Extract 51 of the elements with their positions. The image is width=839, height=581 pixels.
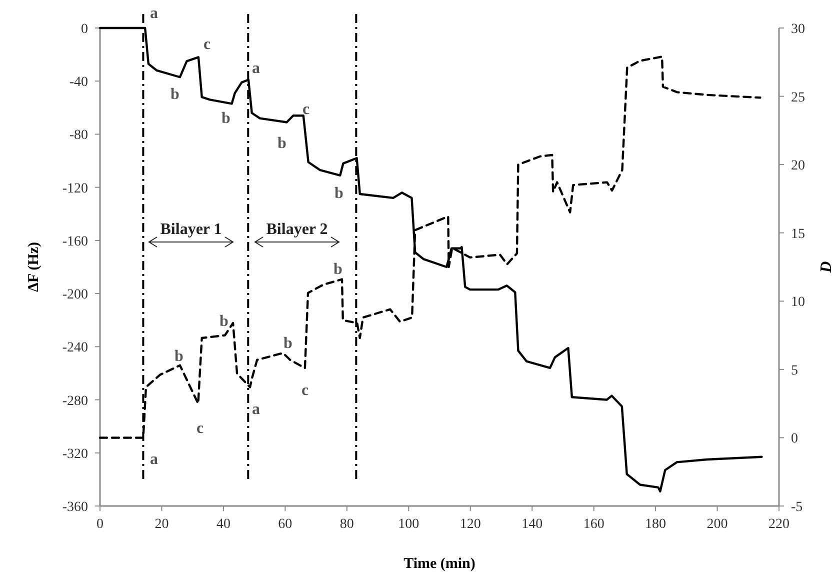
y-tick-label: -320 (62, 446, 88, 462)
y2-tick-label: 30 (791, 22, 805, 37)
annotation: b (170, 86, 180, 103)
x-tick-label: 120 (460, 517, 481, 532)
y-tick-label: -120 (62, 181, 88, 196)
annotation: a (252, 60, 260, 77)
y2-axis-title: D (818, 260, 835, 274)
x-tick-label: 200 (706, 517, 728, 532)
annotation: b (220, 313, 229, 330)
x-axis-title: Time (min) (404, 556, 476, 572)
y2-tick-label: 0 (791, 432, 798, 447)
annotation: b (174, 348, 184, 365)
text: a (150, 5, 158, 22)
annotation: b (334, 185, 344, 202)
y-tick-label: -200 (62, 288, 88, 303)
annotation: c (203, 36, 211, 53)
x-tick-label: 20 (154, 517, 169, 532)
x-tick-label: 60 (278, 517, 292, 532)
annotation: b (278, 135, 287, 152)
annotation: Bilayer 1 (160, 221, 222, 238)
annotation: c (196, 420, 204, 437)
annotation: c (301, 382, 309, 399)
y2-tick-label: 5 (791, 363, 798, 378)
y2-tick-label: 25 (791, 90, 805, 106)
y-tick-label: -80 (69, 128, 88, 144)
y2-tick-label: 10 (791, 295, 805, 310)
y-tick-label: -240 (62, 340, 88, 356)
y-tick-label: -280 (62, 394, 88, 409)
annotation: c (302, 101, 310, 118)
x-tick-label: 40 (216, 517, 230, 532)
annotation: a (150, 451, 158, 468)
y-axis-title: ΔF (Hz) (26, 242, 42, 292)
y-tick-label: 0 (81, 22, 88, 37)
x-tick-label: 0 (96, 517, 104, 532)
annotation: Bilayer 2 (266, 221, 328, 238)
x-tick-label: 220 (768, 517, 790, 532)
y-tick-label: -160 (62, 234, 88, 250)
x-tick-label: 180 (645, 517, 666, 532)
annotation: b (334, 261, 343, 278)
y-tick-label: -360 (62, 500, 88, 515)
annotation: b (284, 335, 293, 352)
x-tick-label: 80 (340, 517, 354, 532)
x-tick-label: 140 (522, 517, 543, 532)
x-tick-label: 160 (583, 517, 604, 532)
x-tick-label: 100 (398, 517, 420, 532)
annotation: b (222, 110, 231, 127)
y-tick-label: -40 (69, 75, 88, 90)
annotation: a (252, 401, 260, 418)
y2-tick-label: 15 (791, 226, 805, 242)
y2-tick-label: -5 (791, 500, 803, 515)
y2-tick-label: 20 (791, 158, 805, 174)
